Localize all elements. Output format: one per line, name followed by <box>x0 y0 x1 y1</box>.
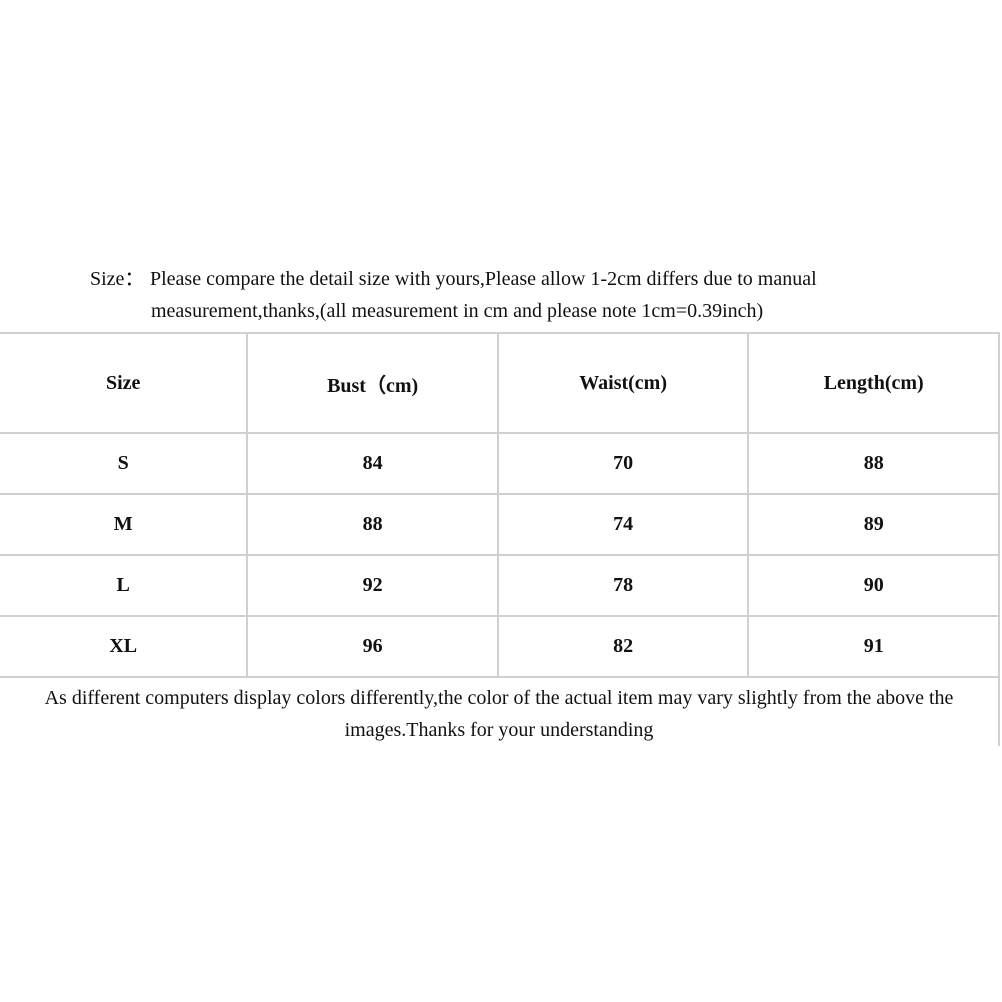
intro-line-1: Please compare the detail size with your… <box>150 268 817 290</box>
cell-bust: 96 <box>246 615 499 678</box>
intro-line-2: measurement,thanks,(all measurement in c… <box>151 300 764 322</box>
header-length: Length(cm) <box>747 332 1000 434</box>
cell-size: L <box>0 554 249 617</box>
table-header-row: Size Bust（cm) Waist(cm) Length(cm) <box>0 332 1000 434</box>
header-waist: Waist(cm) <box>496 332 750 434</box>
cell-waist: 78 <box>496 554 750 617</box>
cell-waist: 82 <box>496 615 750 678</box>
header-size: Size <box>0 332 249 434</box>
cell-length: 88 <box>747 432 1000 495</box>
cell-length: 91 <box>747 615 1000 678</box>
header-bust: Bust（cm) <box>246 332 499 434</box>
table-row: L 92 78 90 <box>0 554 1000 617</box>
cell-size: XL <box>0 615 249 678</box>
cell-bust: 88 <box>246 493 499 556</box>
table-row: S 84 70 88 <box>0 432 1000 495</box>
size-chart-table: Size Bust（cm) Waist(cm) Length(cm) S 84 … <box>0 332 1000 678</box>
cell-length: 89 <box>747 493 1000 556</box>
table-row: M 88 74 89 <box>0 493 1000 556</box>
cell-waist: 70 <box>496 432 750 495</box>
color-disclaimer-note: As different computers display colors di… <box>44 687 954 741</box>
cell-bust: 84 <box>246 432 499 495</box>
cell-waist: 74 <box>496 493 750 556</box>
size-intro-note: Size： Please compare the detail size with… <box>90 263 930 327</box>
cell-size: S <box>0 432 249 495</box>
cell-bust: 92 <box>246 554 499 617</box>
cell-size: M <box>0 493 249 556</box>
divider <box>998 674 1000 746</box>
table-row: XL 96 82 91 <box>0 615 1000 678</box>
cell-length: 90 <box>747 554 1000 617</box>
size-label: Size： <box>90 268 145 290</box>
